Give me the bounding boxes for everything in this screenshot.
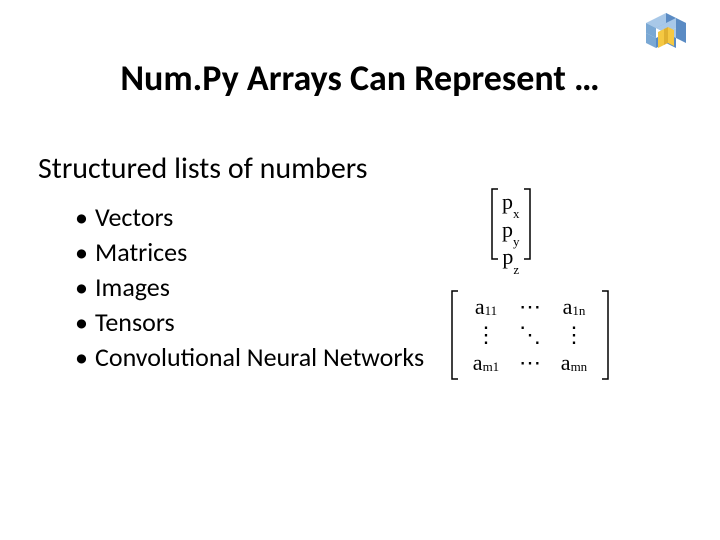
matrix-sub: 11 (485, 303, 498, 320)
vector-entry: p (502, 244, 513, 269)
matrix-cell: ⋮ (563, 321, 585, 350)
matrix-cell: a (473, 349, 483, 378)
matrix-sub: mn (571, 359, 588, 376)
left-bracket-icon (450, 290, 460, 380)
right-bracket-icon (600, 290, 610, 380)
slide-title: Num.Py Arrays Can Represent … (0, 56, 720, 100)
matrix-sub: m1 (483, 359, 500, 376)
slide-subtitle: Structured lists of numbers (38, 150, 367, 187)
list-item: Vectors (75, 200, 424, 235)
list-item: Tensors (75, 305, 424, 340)
list-item: Convolutional Neural Networks (75, 340, 424, 375)
bullet-list: Vectors Matrices Images Tensors Convolut… (75, 200, 424, 375)
matrix-figure: a11 ⋯ a1n ⋮ ⋱ ⋮ am1 ⋯ amn (450, 290, 610, 380)
vector-figure: px py pz (490, 188, 532, 275)
matrix-cell: ⋯ (519, 349, 541, 378)
vector-sub: y (513, 234, 520, 249)
matrix-sub: 1n (572, 303, 585, 320)
matrix-cell: a (561, 349, 571, 378)
right-bracket-icon (522, 188, 532, 260)
matrix-cell: a (475, 293, 485, 322)
matrix-cell: a (563, 293, 573, 322)
matrix-cell: ⋮ (475, 321, 497, 350)
vector-sub: z (513, 262, 519, 277)
matrix-cell: ⋯ (519, 293, 541, 322)
matrix-cell: ⋱ (519, 321, 541, 350)
vector-sub: x (513, 206, 520, 221)
vector-entry: p (502, 189, 513, 214)
vector-entry: p (502, 217, 513, 242)
list-item: Images (75, 270, 424, 305)
left-bracket-icon (490, 188, 500, 260)
list-item: Matrices (75, 235, 424, 270)
